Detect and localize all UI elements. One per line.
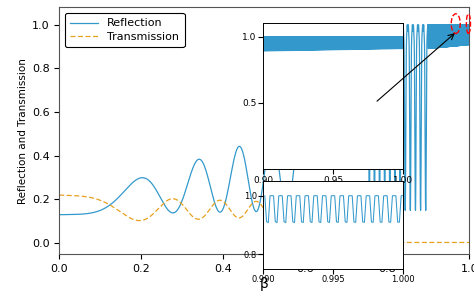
Transmission <box>299 233 305 236</box>
X-axis label: β: β <box>260 277 269 291</box>
Transmission <box>466 241 472 244</box>
Transmission <box>77 194 82 198</box>
Line: Reflection: Reflection <box>59 25 469 215</box>
Reflection <box>299 120 305 123</box>
Reflection <box>382 175 388 178</box>
Reflection <box>448 23 454 27</box>
Reflection <box>205 175 210 178</box>
Reflection <box>360 35 366 39</box>
Legend: Reflection, Transmission: Reflection, Transmission <box>65 13 184 47</box>
Reflection <box>77 213 82 216</box>
Transmission <box>56 193 62 197</box>
Y-axis label: Reflection and Transmission: Reflection and Transmission <box>18 58 27 204</box>
Transmission <box>317 240 323 244</box>
Reflection <box>317 33 323 37</box>
Transmission <box>205 211 210 214</box>
Transmission <box>310 241 316 245</box>
Transmission <box>360 240 366 244</box>
Reflection <box>466 23 472 27</box>
Transmission <box>383 241 388 244</box>
Line: Transmission: Transmission <box>59 195 469 243</box>
Reflection <box>56 213 62 216</box>
